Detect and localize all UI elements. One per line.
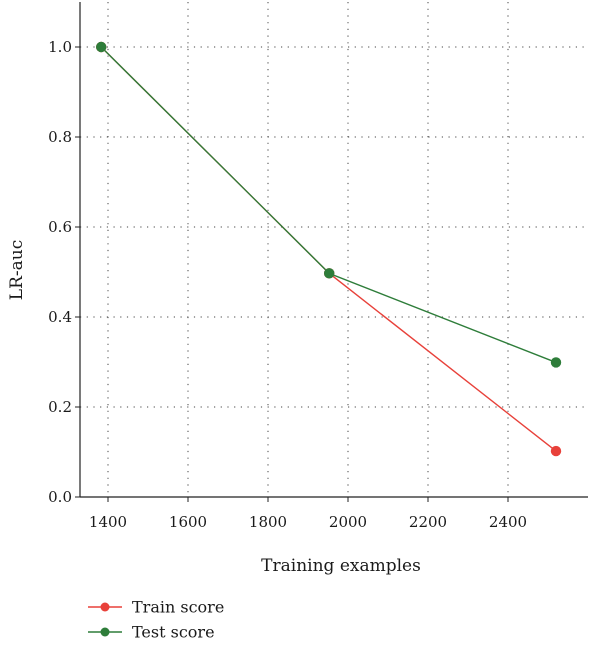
x-tick-label: 1600: [169, 513, 207, 531]
y-tick-label: 0.2: [48, 398, 72, 416]
series-line-test: [100, 46, 557, 364]
series-line-train: [100, 46, 557, 452]
grid: [80, 2, 588, 498]
legend-marker: [100, 627, 110, 637]
y-axis-title: LR-auc: [7, 240, 27, 300]
x-tick-label: 2400: [489, 513, 527, 531]
data-point-train: [550, 445, 562, 457]
series: [96, 41, 562, 457]
y-tick-label: 0.0: [48, 488, 72, 506]
y-tick-label: 0.8: [48, 128, 72, 146]
legend-entry: Train score: [88, 598, 224, 617]
data-point-test: [324, 268, 335, 279]
legend: Train score Test score: [88, 598, 224, 642]
tick-labels: 1400 1600 1800 2000 2200 2400 0.0 0.2 0.4 0.6 0.8 1…: [48, 38, 527, 531]
x-axis-title: Training examples: [261, 556, 421, 576]
legend-label: Test score: [132, 623, 215, 642]
axes: [75, 2, 588, 502]
data-point-test: [550, 357, 562, 368]
legend-label: Train score: [132, 598, 224, 617]
legend-entry: Test score: [88, 623, 215, 642]
y-tick-label: 0.6: [48, 218, 72, 236]
x-tick-label: 1800: [249, 513, 287, 531]
x-tick-label: 1400: [89, 513, 127, 531]
legend-marker: [100, 602, 110, 612]
x-tick-label: 2200: [409, 513, 447, 531]
y-tick-label: 0.4: [48, 308, 72, 326]
data-point-test: [96, 41, 107, 53]
y-tick-label: 1.0: [48, 38, 72, 56]
x-tick-label: 2000: [329, 513, 367, 531]
